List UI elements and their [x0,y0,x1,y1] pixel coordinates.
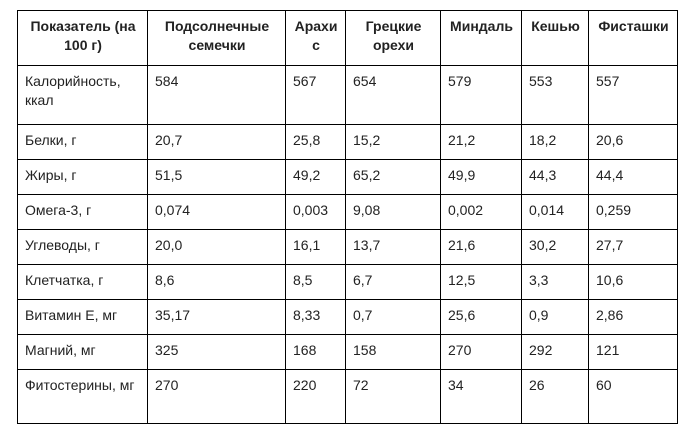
value-cell: 270 [440,334,522,370]
column-header: Кешью [521,10,589,66]
value-cell: 13,7 [345,229,441,265]
value-cell: 20,7 [147,124,286,160]
table-row: Жиры, г 51,5 49,2 65,2 49,9 44,3 44,4 [17,159,678,195]
value-cell: 10,6 [588,264,678,300]
value-cell: 51,5 [147,159,286,195]
value-cell: 121 [588,334,678,370]
column-header: Грецкие орехи [345,10,441,66]
value-cell: 270 [147,369,286,424]
value-cell: 0,002 [440,194,522,230]
value-cell: 9,08 [345,194,441,230]
value-cell: 20,0 [147,229,286,265]
value-cell: 16,1 [285,229,346,265]
value-cell: 325 [147,334,286,370]
table-row: Углеводы, г 20,0 16,1 13,7 21,6 30,2 27,7 [17,229,678,265]
value-cell: 25,8 [285,124,346,160]
value-cell: 654 [345,65,441,125]
value-cell: 44,4 [588,159,678,195]
value-cell: 0,074 [147,194,286,230]
column-header: Миндаль [440,10,522,66]
row-label: Витамин Е, мг [17,299,148,335]
value-cell: 3,3 [521,264,589,300]
value-cell: 584 [147,65,286,125]
table-row: Белки, г 20,7 25,8 15,2 21,2 18,2 20,6 [17,124,678,160]
value-cell: 44,3 [521,159,589,195]
value-cell: 35,17 [147,299,286,335]
value-cell: 18,2 [521,124,589,160]
row-label: Омега-3, г [17,194,148,230]
table-row: Клетчатка, г 8,6 8,5 6,7 12,5 3,3 10,6 [17,264,678,300]
value-cell: 8,6 [147,264,286,300]
row-label: Углеводы, г [17,229,148,265]
value-cell: 25,6 [440,299,522,335]
value-cell: 579 [440,65,522,125]
value-cell: 8,33 [285,299,346,335]
value-cell: 0,014 [521,194,589,230]
table-row: Омега-3, г 0,074 0,003 9,08 0,002 0,014 0,259 [17,194,678,230]
value-cell: 0,259 [588,194,678,230]
value-cell: 0,7 [345,299,441,335]
value-cell: 21,2 [440,124,522,160]
value-cell: 292 [521,334,589,370]
value-cell: 72 [345,369,441,424]
value-cell: 168 [285,334,346,370]
table-row: Фитостерины, мг 270 220 72 34 26 60 [17,369,678,424]
value-cell: 27,7 [588,229,678,265]
value-cell: 553 [521,65,589,125]
value-cell: 65,2 [345,159,441,195]
value-cell: 12,5 [440,264,522,300]
value-cell: 220 [285,369,346,424]
value-cell: 6,7 [345,264,441,300]
value-cell: 158 [345,334,441,370]
value-cell: 26 [521,369,589,424]
value-cell: 60 [588,369,678,424]
value-cell: 557 [588,65,678,125]
value-cell: 21,6 [440,229,522,265]
value-cell: 20,6 [588,124,678,160]
column-header: Фисташки [588,10,678,66]
row-label: Фитостерины, мг [17,369,148,424]
value-cell: 30,2 [521,229,589,265]
nutrition-table: Показатель (на 100 г) Подсолнечные семечк… [17,10,678,424]
column-header: Подсолнечные семечки [147,10,286,66]
header-row: Показатель (на 100 г) Подсолнечные семечк… [17,10,678,66]
table-row: Витамин Е, мг 35,17 8,33 0,7 25,6 0,9 2,86 [17,299,678,335]
row-label: Калорийность, ккал [17,65,148,125]
table-row: Калорийность, ккал 584 567 654 579 553 557 [17,65,678,125]
indicator-column-header: Показатель (на 100 г) [17,10,148,66]
value-cell: 15,2 [345,124,441,160]
document-page: Показатель (на 100 г) Подсолнечные семечк… [0,10,691,424]
value-cell: 49,2 [285,159,346,195]
row-label: Клетчатка, г [17,264,148,300]
value-cell: 0,003 [285,194,346,230]
column-header: Арахис [285,10,346,66]
value-cell: 567 [285,65,346,125]
row-label: Магний, мг [17,334,148,370]
value-cell: 0,9 [521,299,589,335]
table-row: Магний, мг 325 168 158 270 292 121 [17,334,678,370]
row-label: Белки, г [17,124,148,160]
value-cell: 49,9 [440,159,522,195]
row-label: Жиры, г [17,159,148,195]
value-cell: 8,5 [285,264,346,300]
value-cell: 2,86 [588,299,678,335]
value-cell: 34 [440,369,522,424]
